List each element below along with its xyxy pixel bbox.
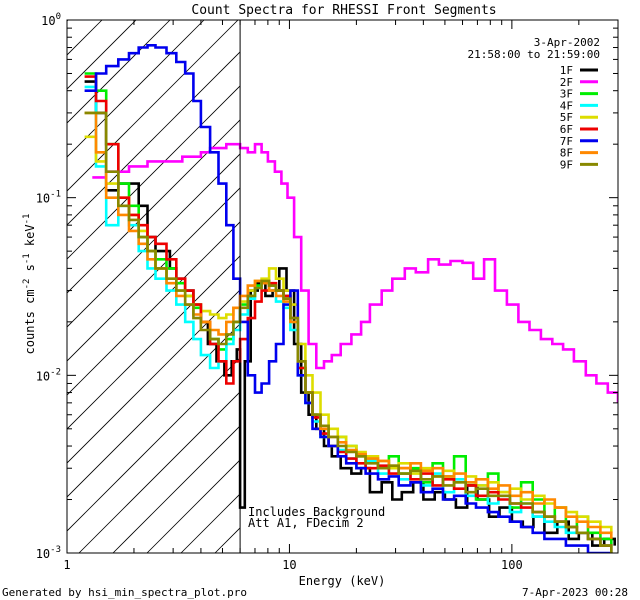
- hatch-line: [67, 20, 69, 22]
- y-axis-label: counts cm-2 s-1 keV-1: [22, 214, 37, 355]
- x-tick-label: 10: [282, 558, 296, 572]
- series-line-8F: [84, 111, 613, 539]
- y-tick-label: 10-1: [36, 190, 61, 206]
- hatch-line: [67, 187, 241, 362]
- legend-label-3F: 3F: [560, 88, 573, 101]
- hatch-line: [67, 255, 241, 430]
- hatch-line: [67, 20, 239, 192]
- hatch-line: [249, 20, 640, 553]
- hatch-line: [112, 425, 241, 553]
- legend-label-2F: 2F: [560, 76, 573, 89]
- y-tick-label: 100: [41, 12, 61, 28]
- hatch-line: [67, 51, 241, 226]
- legend-label-4F: 4F: [560, 99, 573, 112]
- hatch-line: [67, 20, 137, 90]
- legend-label-1F: 1F: [560, 64, 573, 77]
- hatch-line: [67, 357, 241, 532]
- hatch-line: [67, 323, 241, 498]
- x-tick-label: 1: [63, 558, 70, 572]
- hatch-line: [67, 119, 241, 294]
- legend-label-5F: 5F: [560, 111, 573, 124]
- legend: 3-Apr-2002 21:58:00 to 21:59:00 1F2F3F4F…: [468, 36, 600, 171]
- legend-label-6F: 6F: [560, 123, 573, 136]
- hatch-line: [78, 391, 241, 553]
- series-line-1F: [84, 80, 616, 547]
- hatch-line: [67, 20, 171, 124]
- footer-generated-by: Generated by hsi_min_spectra_plot.pro: [2, 586, 247, 599]
- legend-label-7F: 7F: [560, 135, 573, 148]
- series-line-9F: [84, 111, 613, 553]
- legend-label-8F: 8F: [560, 147, 573, 160]
- x-tick-label: 100: [501, 558, 523, 572]
- legend-date: 3-Apr-2002: [534, 36, 600, 49]
- hatch-line: [67, 85, 241, 260]
- legend-label-9F: 9F: [560, 158, 573, 171]
- hatch-line: [146, 459, 241, 553]
- y-tick-label: 10-3: [36, 545, 61, 561]
- series-line-2F: [92, 142, 618, 403]
- y-tick-label: 10-2: [36, 367, 61, 383]
- hatch-line: [67, 153, 241, 328]
- legend-time-range: 21:58:00 to 21:59:00: [468, 48, 600, 61]
- hatch-line: [67, 20, 205, 158]
- x-axis-label: Energy (keV): [299, 574, 386, 588]
- axis-ticks: 1 10 100 100 10-1 10-2 10-3: [36, 12, 619, 572]
- footer-timestamp: 7-Apr-2023 00:28: [522, 586, 628, 599]
- attenuator-hatch-region: [67, 20, 640, 553]
- series-line-7F: [84, 44, 612, 553]
- annotation-background: Includes Background: [248, 505, 385, 519]
- series-group: [84, 44, 618, 553]
- plot-frame: [66, 19, 619, 554]
- annotation-attenuator: Att A1, FDecim 2: [248, 516, 364, 530]
- hatch-line: [67, 20, 103, 56]
- chart-title: Count Spectra for RHESSI Front Segments: [191, 3, 496, 18]
- series-line-3F: [84, 72, 613, 546]
